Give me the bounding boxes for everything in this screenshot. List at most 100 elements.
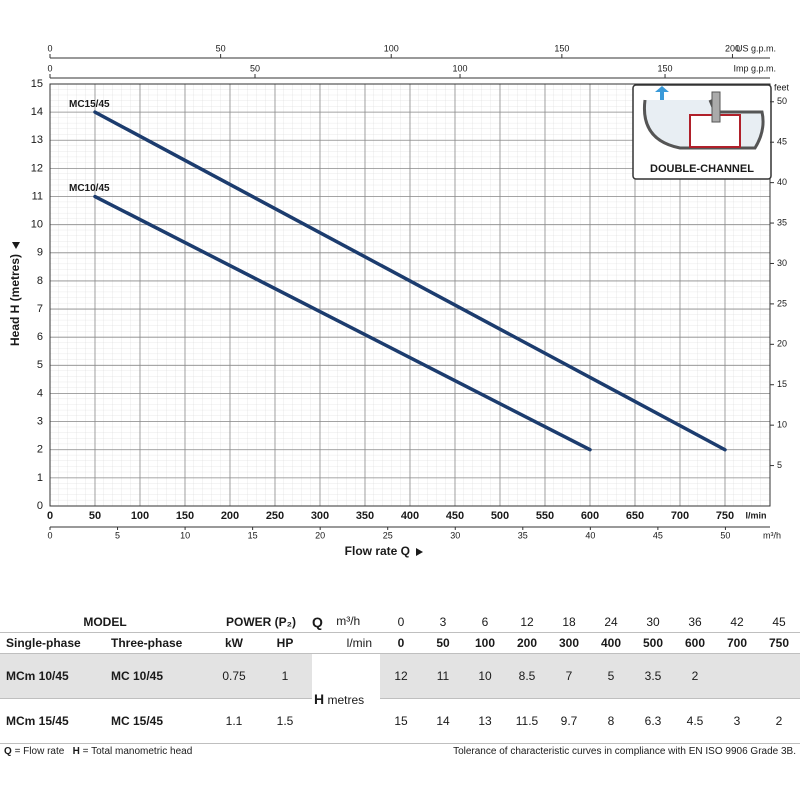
table-cell: kW xyxy=(210,632,258,654)
x-tick-label: 50 xyxy=(89,510,101,522)
top-axis-tick-label: 200 xyxy=(725,43,740,53)
table-row: MODEL POWER (P₂) Q m³/h 0 3 6 12 18 24 30 36 42 45 xyxy=(0,612,800,633)
bottom-axis-tick-label: 5 xyxy=(115,530,120,540)
y-tick-label: 1 xyxy=(37,472,43,484)
y-tick-label: 13 xyxy=(31,134,43,146)
table-cell: 9.7 xyxy=(548,698,590,744)
x-tick-label: 750 xyxy=(716,510,734,522)
table-cell: H metres xyxy=(312,653,380,744)
table-cell: 1.1 xyxy=(210,698,258,744)
table-cell: 8.5 xyxy=(506,653,548,699)
x-tick-label: 100 xyxy=(131,510,149,522)
table-cell: 10 xyxy=(464,653,506,699)
shaft xyxy=(711,91,721,123)
table-cell: 2 xyxy=(758,698,800,744)
inset: DOUBLE-CHANNEL xyxy=(632,84,772,180)
q-label: Q xyxy=(312,614,323,630)
table-cell: 36 xyxy=(674,612,716,633)
x-unit: l/min xyxy=(745,510,766,520)
inset-label: DOUBLE-CHANNEL xyxy=(650,163,754,175)
bottom-axis-tick-label: 25 xyxy=(383,530,393,540)
top-axis-unit: Imp g.p.m. xyxy=(733,63,776,73)
y-tick-label: 5 xyxy=(37,359,43,371)
table-cell: 3 xyxy=(716,698,758,744)
table-cell: 200 xyxy=(506,632,548,654)
x-tick-label: 700 xyxy=(671,510,689,522)
table-cell: 2 xyxy=(674,653,716,699)
flow-arrow xyxy=(655,86,669,100)
table-cell: 1 xyxy=(258,653,312,699)
top-axis-tick-label: 50 xyxy=(216,43,226,53)
y-tick-label: 10 xyxy=(31,219,43,231)
bottom-axis-tick-label: 15 xyxy=(248,530,258,540)
y2-tick-label: 35 xyxy=(777,217,787,227)
y-tick-label: 7 xyxy=(37,303,43,315)
bottom-axis-unit: m³/h xyxy=(763,530,781,540)
x-tick-label: 450 xyxy=(446,510,464,522)
series-label: MC15/45 xyxy=(69,99,110,110)
bottom-axis-tick-label: 20 xyxy=(315,530,325,540)
y-tick-label: 6 xyxy=(37,331,43,343)
y-tick-label: 2 xyxy=(37,444,43,456)
table-row: MCm 15/45 MC 15/45 1.1 1.5 15 14 13 11.5 9.7 8 6.3… xyxy=(0,698,800,744)
series-label: MC10/45 xyxy=(69,183,110,194)
arrow xyxy=(12,242,20,249)
h-text: = Total manometric head xyxy=(82,746,193,757)
x-tick-label: 300 xyxy=(311,510,329,522)
top-axis-unit: US g.p.m. xyxy=(736,43,776,53)
bottom-axis-tick-label: 0 xyxy=(47,530,52,540)
curve xyxy=(93,110,727,452)
table-cell: 500 xyxy=(632,632,674,654)
table-cell: Q m³/h xyxy=(312,612,380,633)
y-tick-label: 15 xyxy=(31,78,43,90)
x-tick-label: 500 xyxy=(491,510,509,522)
q-symbol: Q xyxy=(4,746,12,757)
y2-tick-label: 25 xyxy=(777,298,787,308)
table-cell: 0 xyxy=(380,612,422,633)
table-cell: 18 xyxy=(548,612,590,633)
table-cell: Single-phase xyxy=(0,632,105,654)
bottom-axis-tick-label: 10 xyxy=(180,530,190,540)
table-row: MCm 10/45 MC 10/45 0.75 1 H metres 12 11 10 8.5 7… xyxy=(0,653,800,744)
table-cell: 50 xyxy=(422,632,464,654)
table-cell: 7 xyxy=(548,653,590,699)
y2-tick-label: 10 xyxy=(777,420,787,430)
y-tick-label: 11 xyxy=(32,190,43,202)
y-tick-label: 12 xyxy=(31,162,43,174)
y2-unit: feet xyxy=(774,82,790,92)
top-axis-tick-label: 150 xyxy=(658,63,673,73)
table-cell: 24 xyxy=(590,612,632,633)
table-cell: 30 xyxy=(632,612,674,633)
h-symbol: H xyxy=(72,746,80,757)
table-cell: 42 xyxy=(716,612,758,633)
x-tick-label: 250 xyxy=(266,510,284,522)
table-cell: MC 10/45 xyxy=(105,653,210,699)
performance-table: MODEL POWER (P₂) Q m³/h 0 3 6 12 18 24 30 36 42 45 Si… xyxy=(0,612,800,744)
grid xyxy=(49,83,770,507)
table-cell: 3.5 xyxy=(632,653,674,699)
table-cell: 14 xyxy=(422,698,464,744)
bottom-axis-tick-label: 35 xyxy=(518,530,528,540)
table-cell: POWER (P₂) xyxy=(210,612,312,633)
y2-tick-label: 30 xyxy=(777,258,787,268)
y-tick-label: 3 xyxy=(37,416,43,428)
table-cell: 13 xyxy=(464,698,506,744)
table-cell: l/min xyxy=(312,632,380,654)
table-cell: 400 xyxy=(590,632,632,654)
y-tick-label: 14 xyxy=(31,106,43,118)
table-cell: 5 xyxy=(590,653,632,699)
x-tick-label: 400 xyxy=(401,510,419,522)
h-unit: metres xyxy=(327,692,365,707)
table-cell: 0 xyxy=(380,632,422,654)
bottom-axis-tick-label: 45 xyxy=(653,530,663,540)
curve xyxy=(93,194,592,452)
table-cell: 6 xyxy=(464,612,506,633)
table-cell: 45 xyxy=(758,612,800,633)
table-cell: 0.75 xyxy=(210,653,258,699)
table-cell: 3 xyxy=(422,612,464,633)
y-axis-title: Head H (metres) xyxy=(8,254,22,346)
x-tick-label: 200 xyxy=(221,510,239,522)
table-cell: MCm 15/45 xyxy=(0,698,105,744)
table-cell xyxy=(758,653,800,699)
